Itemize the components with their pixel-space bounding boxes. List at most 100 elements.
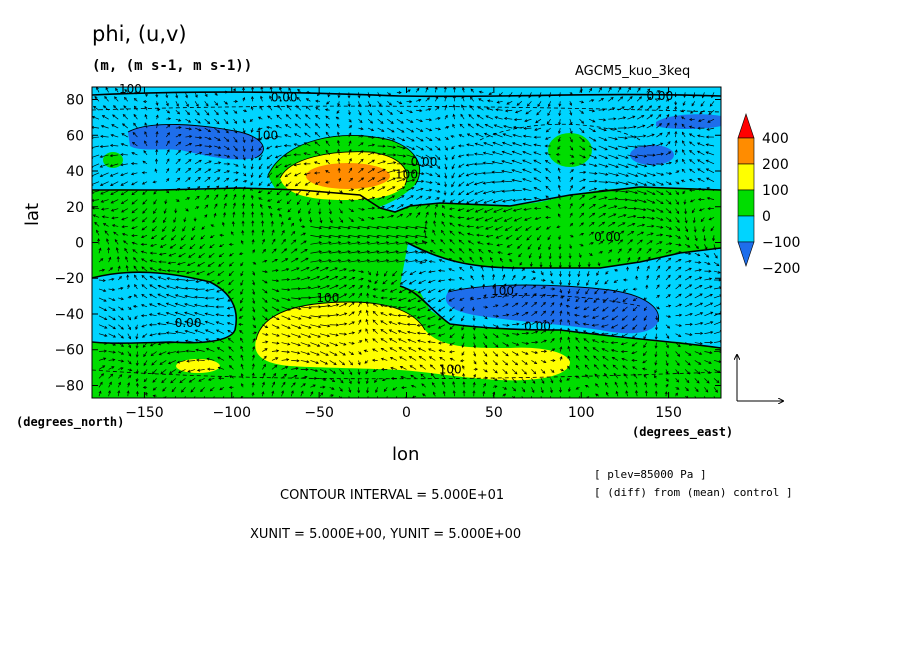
wind-vector-head (176, 270, 180, 274)
wind-vector-head (325, 180, 329, 184)
wind-vector-head (620, 239, 624, 243)
wind-vector (598, 204, 607, 209)
wind-vector-head (570, 176, 574, 180)
wind-vector-head (128, 361, 132, 365)
wind-vector-head (329, 220, 333, 224)
wind-vector (296, 199, 302, 205)
wind-vector (416, 109, 422, 112)
wind-vector (391, 279, 398, 285)
wind-vector (704, 261, 711, 265)
wind-vector (185, 187, 190, 191)
wind-vector (358, 293, 362, 299)
wind-vector-head (276, 200, 280, 204)
wind-vector-head (493, 283, 496, 287)
wind-vector (135, 324, 138, 330)
wind-vector (614, 279, 619, 283)
wind-vector-head (347, 241, 351, 245)
wind-vector-head (219, 244, 223, 247)
wind-vector-head (358, 309, 362, 314)
wind-vector-head (263, 355, 267, 359)
wind-vector (406, 203, 413, 209)
wind-vector-head (204, 329, 209, 333)
wind-vector-head (652, 153, 656, 157)
wind-vector-head (296, 267, 300, 271)
wind-vector (100, 145, 109, 148)
wind-vector-head (473, 361, 477, 365)
y-tick-label: 60 (66, 128, 84, 144)
wind-vector (632, 342, 638, 347)
wind-vector (262, 229, 264, 236)
wind-vector-head (412, 163, 416, 167)
wind-vector-head (468, 114, 472, 118)
wind-vector-head (316, 352, 320, 356)
wind-vector (588, 204, 596, 209)
wind-vector (348, 369, 353, 375)
wind-vector (194, 177, 201, 182)
wind-vector-head (656, 284, 660, 288)
wind-vector (348, 199, 354, 202)
wind-vector-head (120, 183, 124, 186)
wind-vector-head (469, 296, 473, 300)
wind-vector (645, 390, 648, 397)
wind-vector (358, 329, 362, 334)
wind-vector (233, 145, 238, 151)
wind-vector (300, 333, 311, 338)
wind-vector (398, 330, 407, 334)
wind-vector-head (135, 336, 139, 340)
wind-vector-head (418, 98, 422, 102)
wind-vector (240, 337, 244, 343)
wind-vector-head (421, 383, 425, 387)
wind-vector (579, 118, 584, 124)
wind-vector (422, 240, 426, 245)
wind-vector-head (656, 294, 660, 298)
wind-vector-head (537, 103, 541, 107)
wind-vector (98, 238, 100, 245)
wind-vector (377, 226, 389, 229)
wind-vector-head (317, 334, 321, 338)
wind-vector-head (335, 333, 339, 337)
wind-vector (187, 369, 196, 373)
wind-vector-head (143, 362, 147, 366)
wind-vector (608, 240, 613, 245)
wind-vector (675, 333, 681, 337)
wind-vector-head (485, 115, 489, 119)
wind-vector-head (461, 327, 465, 331)
wind-vector-head (491, 180, 495, 184)
wind-vector-head (209, 388, 213, 392)
wind-vector (406, 235, 418, 238)
wind-vector (575, 346, 580, 352)
wind-vector (441, 221, 446, 227)
wind-vector (675, 351, 680, 357)
wind-vector-head (436, 106, 440, 110)
wind-vector-head (177, 158, 181, 162)
wind-vector (656, 284, 660, 290)
wind-vector-head (386, 235, 390, 239)
wind-vector (425, 87, 428, 93)
wind-vector-head (226, 138, 230, 142)
wind-vector-head (307, 352, 311, 356)
wind-vector-head (473, 182, 478, 186)
wind-vector (290, 382, 296, 388)
wind-vector-head (567, 290, 571, 295)
wind-vector (228, 288, 234, 294)
wind-vector (329, 276, 338, 281)
y-tick-label: 20 (66, 200, 84, 216)
wind-vector (229, 375, 234, 379)
wind-vector-head (310, 391, 314, 395)
wind-vector-head (263, 248, 266, 252)
wind-vector-head (368, 272, 371, 276)
wind-vector-head (427, 332, 431, 336)
wind-vector-head (235, 163, 239, 167)
wind-vector (291, 324, 301, 329)
wind-vector (194, 296, 205, 299)
wind-vector (588, 145, 597, 151)
wind-vector-head (576, 291, 580, 295)
wind-vector-head (602, 356, 606, 359)
wind-vector-head (348, 398, 350, 400)
diff-note: [ (diff) from (mean) control ] (594, 486, 793, 499)
wind-vector-head (506, 101, 510, 105)
wind-vector-head (511, 188, 515, 192)
wind-vector-head (676, 191, 679, 196)
wind-vector (492, 369, 498, 374)
wind-vector (466, 199, 474, 204)
